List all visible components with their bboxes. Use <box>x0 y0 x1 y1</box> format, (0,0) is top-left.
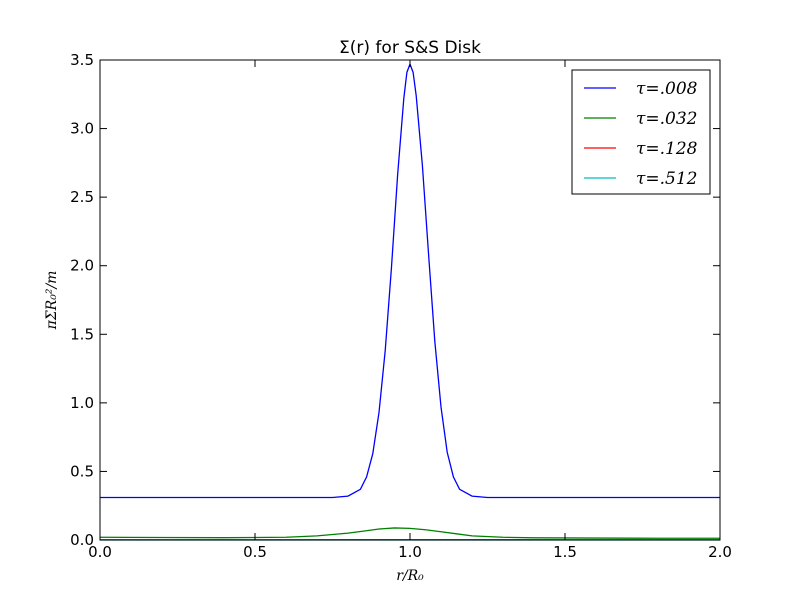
x-axis: 0.0 0.5 1.0 1.5 2.0 <box>88 60 732 561</box>
x-tick-label: 1.0 <box>398 543 422 561</box>
y-tick-label: 0.5 <box>70 462 94 480</box>
legend: τ=.008 τ=.032 τ=.128 τ=.512 <box>571 69 711 195</box>
y-tick-label: 2.0 <box>70 257 94 275</box>
chart-title: Σ(r) for S&S Disk <box>339 38 481 58</box>
y-axis-label: πΣR₀²/m <box>44 271 60 331</box>
x-tick-label: 0.5 <box>243 543 267 561</box>
legend-entry-1: τ=.032 <box>636 109 698 129</box>
series-line-1 <box>99 527 720 539</box>
x-tick-label: 2.0 <box>708 543 732 561</box>
legend-entry-2: τ=.128 <box>636 139 698 159</box>
x-axis-label: r/R₀ <box>396 568 424 584</box>
y-tick-label: 1.5 <box>70 325 94 343</box>
y-tick-label: 1.0 <box>70 394 94 412</box>
legend-box <box>571 69 711 195</box>
legend-entry-3: τ=.512 <box>636 169 698 189</box>
y-tick-label: 0.0 <box>70 531 94 549</box>
y-tick-label: 3.5 <box>70 51 94 69</box>
y-tick-label: 3.0 <box>70 120 94 138</box>
x-tick-label: 1.5 <box>553 543 577 561</box>
y-axis: 0.0 0.5 1.0 1.5 2.0 2.5 3.0 3.5 <box>70 51 720 549</box>
x-tick-label: 0.0 <box>88 543 112 561</box>
y-tick-label: 2.5 <box>70 188 94 206</box>
legend-entry-0: τ=.008 <box>636 79 698 99</box>
